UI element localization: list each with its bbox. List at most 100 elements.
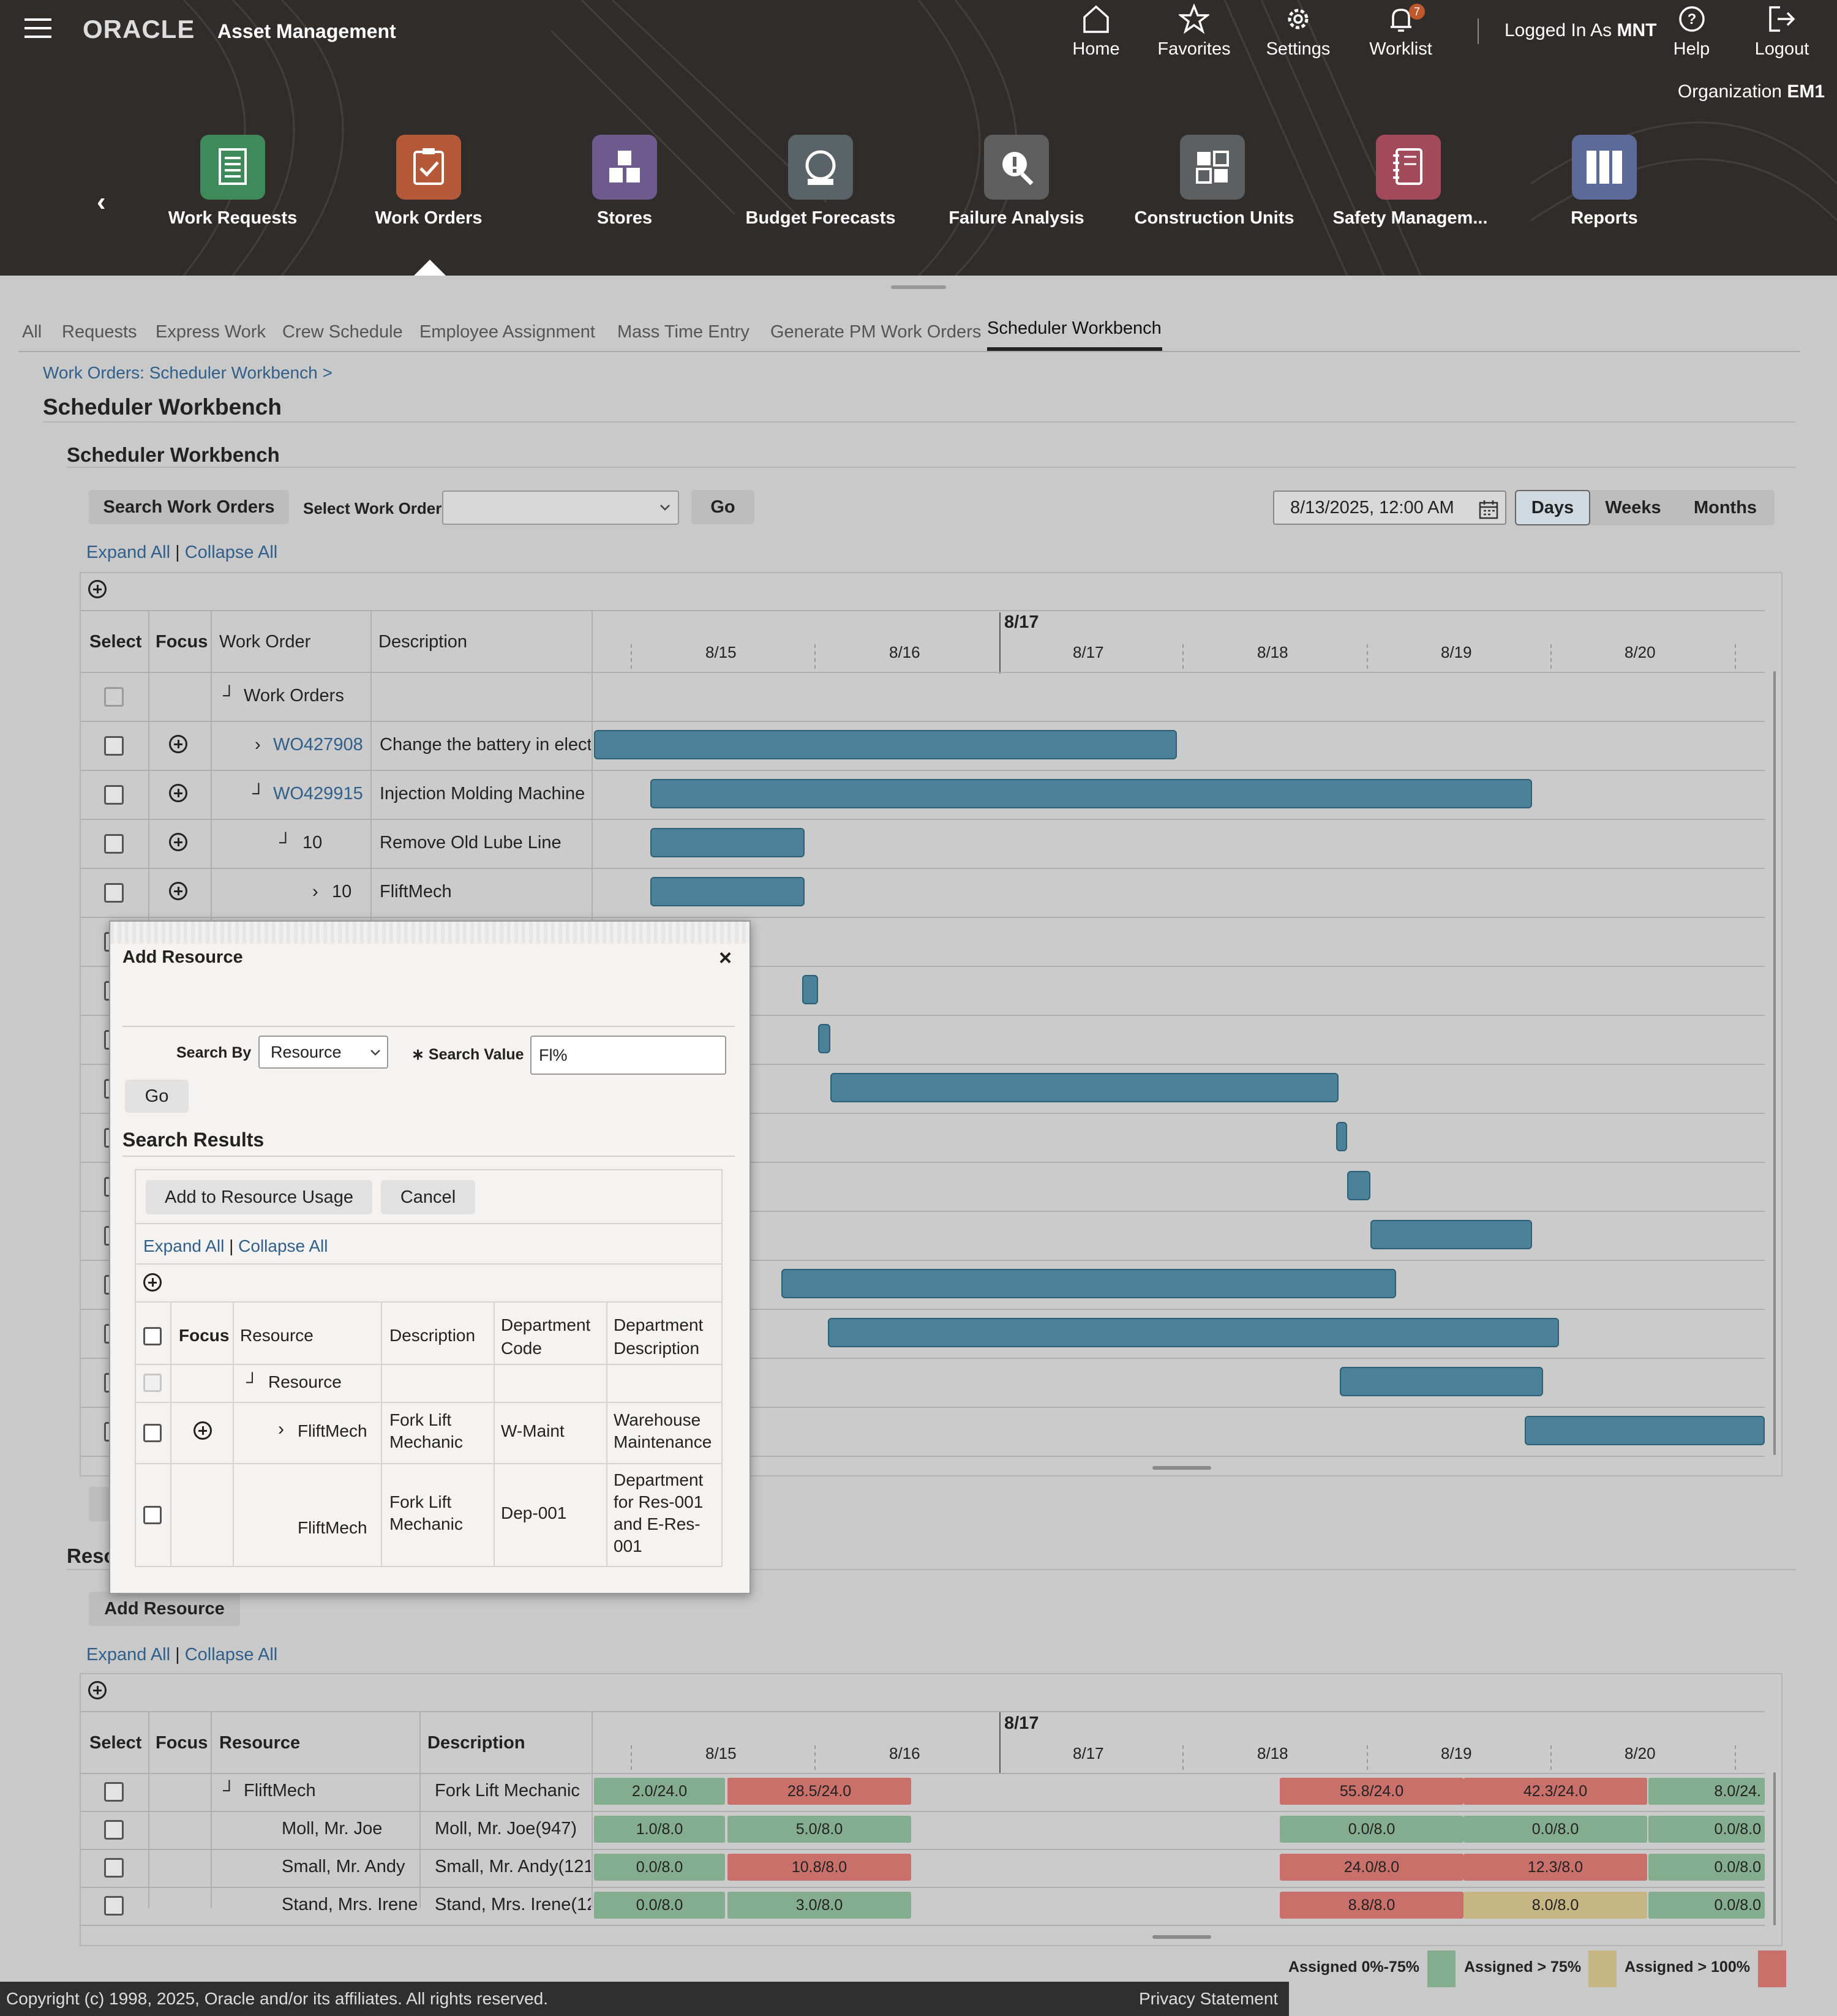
tab-all[interactable]: All bbox=[22, 322, 42, 342]
usage-cell[interactable]: 8.8/8.0 bbox=[1280, 1892, 1463, 1919]
usage-cell[interactable]: 0.0/8.0 bbox=[594, 1892, 725, 1919]
row-select-checkbox[interactable] bbox=[104, 1896, 124, 1916]
nav-worklist[interactable]: Worklist 7 bbox=[1362, 4, 1439, 59]
usage-cell[interactable]: 42.3/24.0 bbox=[1463, 1778, 1647, 1805]
go-button[interactable]: Go bbox=[691, 490, 754, 524]
carousel-prev-icon[interactable]: ‹ bbox=[97, 187, 106, 217]
tree-expanded-icon[interactable]: ┘ bbox=[223, 686, 236, 705]
gantt-bar[interactable] bbox=[1370, 1220, 1532, 1249]
focus-icon[interactable] bbox=[169, 833, 187, 851]
module-budget-forecasts[interactable]: Budget Forecasts bbox=[745, 208, 896, 228]
view-months-button[interactable]: Months bbox=[1693, 498, 1757, 517]
row-select-checkbox[interactable] bbox=[104, 736, 124, 756]
usage-cell[interactable]: 0.0/8.0 bbox=[594, 1854, 725, 1881]
usage-cell[interactable]: 0.0/8.0 bbox=[1463, 1816, 1647, 1843]
tree-expanded-icon[interactable]: ┘ bbox=[252, 784, 265, 803]
chevron-right-icon[interactable]: › bbox=[312, 882, 318, 901]
usage-cell[interactable]: 12.3/8.0 bbox=[1463, 1854, 1647, 1881]
module-safety-management[interactable]: Safety Managem... bbox=[1332, 208, 1488, 228]
cancel-button[interactable]: Cancel bbox=[381, 1180, 475, 1214]
nav-logout[interactable]: Logout bbox=[1745, 4, 1819, 59]
usage-cell[interactable]: 1.0/8.0 bbox=[594, 1816, 725, 1843]
usage-cell[interactable]: 0.0/8.0 bbox=[1648, 1816, 1765, 1843]
close-icon[interactable]: × bbox=[719, 945, 732, 970]
nav-settings[interactable]: Settings bbox=[1261, 4, 1335, 59]
usage-cell[interactable]: 10.8/8.0 bbox=[727, 1854, 911, 1881]
horizontal-scrollbar[interactable] bbox=[1152, 1935, 1211, 1939]
row-select-checkbox[interactable] bbox=[143, 1506, 162, 1524]
usage-cell[interactable]: 0.0/8.0 bbox=[1648, 1892, 1765, 1919]
expand-all-link[interactable]: Expand All bbox=[86, 543, 171, 562]
add-to-resource-usage-button[interactable]: Add to Resource Usage bbox=[146, 1180, 372, 1214]
usage-cell[interactable]: 24.0/8.0 bbox=[1280, 1854, 1463, 1881]
view-days-button[interactable]: Days bbox=[1515, 490, 1590, 525]
collapse-all-link[interactable]: Collapse All bbox=[184, 543, 278, 562]
row-select-checkbox[interactable] bbox=[104, 883, 124, 903]
row-select-checkbox[interactable] bbox=[104, 1782, 124, 1802]
focus-icon[interactable] bbox=[169, 784, 187, 802]
collapse-all-link[interactable]: Collapse All bbox=[184, 1645, 278, 1664]
chevron-right-icon[interactable]: › bbox=[278, 1419, 284, 1439]
usage-cell[interactable]: 28.5/24.0 bbox=[727, 1778, 911, 1805]
tree-expanded-icon[interactable]: ┘ bbox=[246, 1372, 258, 1391]
usage-cell[interactable]: 3.0/8.0 bbox=[727, 1892, 911, 1919]
vertical-scrollbar[interactable] bbox=[1773, 671, 1776, 1455]
usage-cell[interactable]: 8.0/8.0 bbox=[1463, 1892, 1647, 1919]
gantt-bar[interactable] bbox=[650, 828, 805, 857]
expand-all-link[interactable]: Expand All bbox=[86, 1645, 171, 1664]
add-circle-icon[interactable] bbox=[88, 580, 107, 598]
tab-mass-time-entry[interactable]: Mass Time Entry bbox=[617, 322, 749, 342]
focus-icon[interactable] bbox=[169, 882, 187, 900]
dialog-drag-handle[interactable] bbox=[110, 922, 749, 944]
date-input[interactable]: 8/13/2025, 12:00 AM bbox=[1273, 491, 1506, 525]
row-select-checkbox[interactable] bbox=[104, 1820, 124, 1840]
gantt-bar[interactable] bbox=[650, 877, 805, 906]
row-select-checkbox[interactable] bbox=[104, 834, 124, 854]
usage-cell[interactable]: 0.0/8.0 bbox=[1648, 1854, 1765, 1881]
usage-cell[interactable]: 0.0/8.0 bbox=[1280, 1816, 1463, 1843]
collapse-all-link[interactable]: Collapse All bbox=[238, 1236, 328, 1255]
nav-favorites[interactable]: Favorites bbox=[1151, 4, 1237, 59]
gantt-bar[interactable] bbox=[1525, 1416, 1765, 1445]
search-value-input[interactable]: Fl% bbox=[530, 1036, 726, 1075]
module-failure-analysis[interactable]: Failure Analysis bbox=[949, 208, 1084, 228]
gantt-bar[interactable] bbox=[1340, 1367, 1543, 1396]
gantt-bar[interactable] bbox=[802, 975, 818, 1004]
breadcrumb[interactable]: Work Orders: Scheduler Workbench > bbox=[43, 363, 332, 383]
nav-help[interactable]: ? Help bbox=[1659, 4, 1724, 59]
usage-cell[interactable]: 5.0/8.0 bbox=[727, 1816, 911, 1843]
drawer-handle[interactable] bbox=[891, 285, 946, 289]
tab-crew-schedule[interactable]: Crew Schedule bbox=[282, 322, 403, 342]
tab-scheduler-workbench[interactable]: Scheduler Workbench bbox=[987, 318, 1162, 338]
row-select-checkbox[interactable] bbox=[143, 1424, 162, 1442]
row-select-checkbox[interactable] bbox=[104, 785, 124, 805]
tab-employee-assignment[interactable]: Employee Assignment bbox=[419, 322, 595, 342]
gantt-bar[interactable] bbox=[830, 1073, 1339, 1102]
nav-home[interactable]: Home bbox=[1065, 4, 1127, 59]
tab-requests[interactable]: Requests bbox=[62, 322, 137, 342]
expand-all-link[interactable]: Expand All bbox=[143, 1236, 225, 1255]
search-by-select[interactable]: Resource bbox=[258, 1036, 388, 1069]
select-all-checkbox[interactable] bbox=[143, 1327, 162, 1345]
work-order-link[interactable]: WO427908 bbox=[273, 735, 363, 754]
breadcrumb-link[interactable]: Work Orders: Scheduler Workbench bbox=[43, 363, 318, 382]
chevron-right-icon[interactable]: › bbox=[255, 735, 261, 754]
module-stores[interactable]: Stores bbox=[596, 208, 653, 228]
tab-express-work[interactable]: Express Work bbox=[156, 322, 266, 342]
row-select-checkbox[interactable] bbox=[104, 1858, 124, 1878]
search-work-orders-button[interactable]: Search Work Orders bbox=[89, 490, 289, 524]
add-circle-icon[interactable] bbox=[143, 1273, 162, 1292]
tab-generate-pm-work-orders[interactable]: Generate PM Work Orders bbox=[770, 322, 982, 342]
gantt-bar[interactable] bbox=[818, 1024, 830, 1053]
work-order-link[interactable]: WO429915 bbox=[273, 784, 363, 803]
module-work-requests[interactable]: Work Requests bbox=[168, 208, 298, 228]
vertical-scrollbar[interactable] bbox=[1773, 1772, 1776, 1925]
privacy-statement-link[interactable]: Privacy Statement bbox=[1139, 1989, 1279, 2008]
add-resource-button[interactable]: Add Resource bbox=[89, 1592, 240, 1626]
gantt-bar[interactable] bbox=[781, 1269, 1396, 1298]
horizontal-scrollbar[interactable] bbox=[1152, 1466, 1211, 1470]
calendar-icon[interactable] bbox=[1478, 499, 1499, 520]
view-weeks-button[interactable]: Weeks bbox=[1605, 498, 1661, 517]
gantt-bar[interactable] bbox=[1347, 1171, 1370, 1200]
gantt-bar[interactable] bbox=[650, 779, 1532, 808]
